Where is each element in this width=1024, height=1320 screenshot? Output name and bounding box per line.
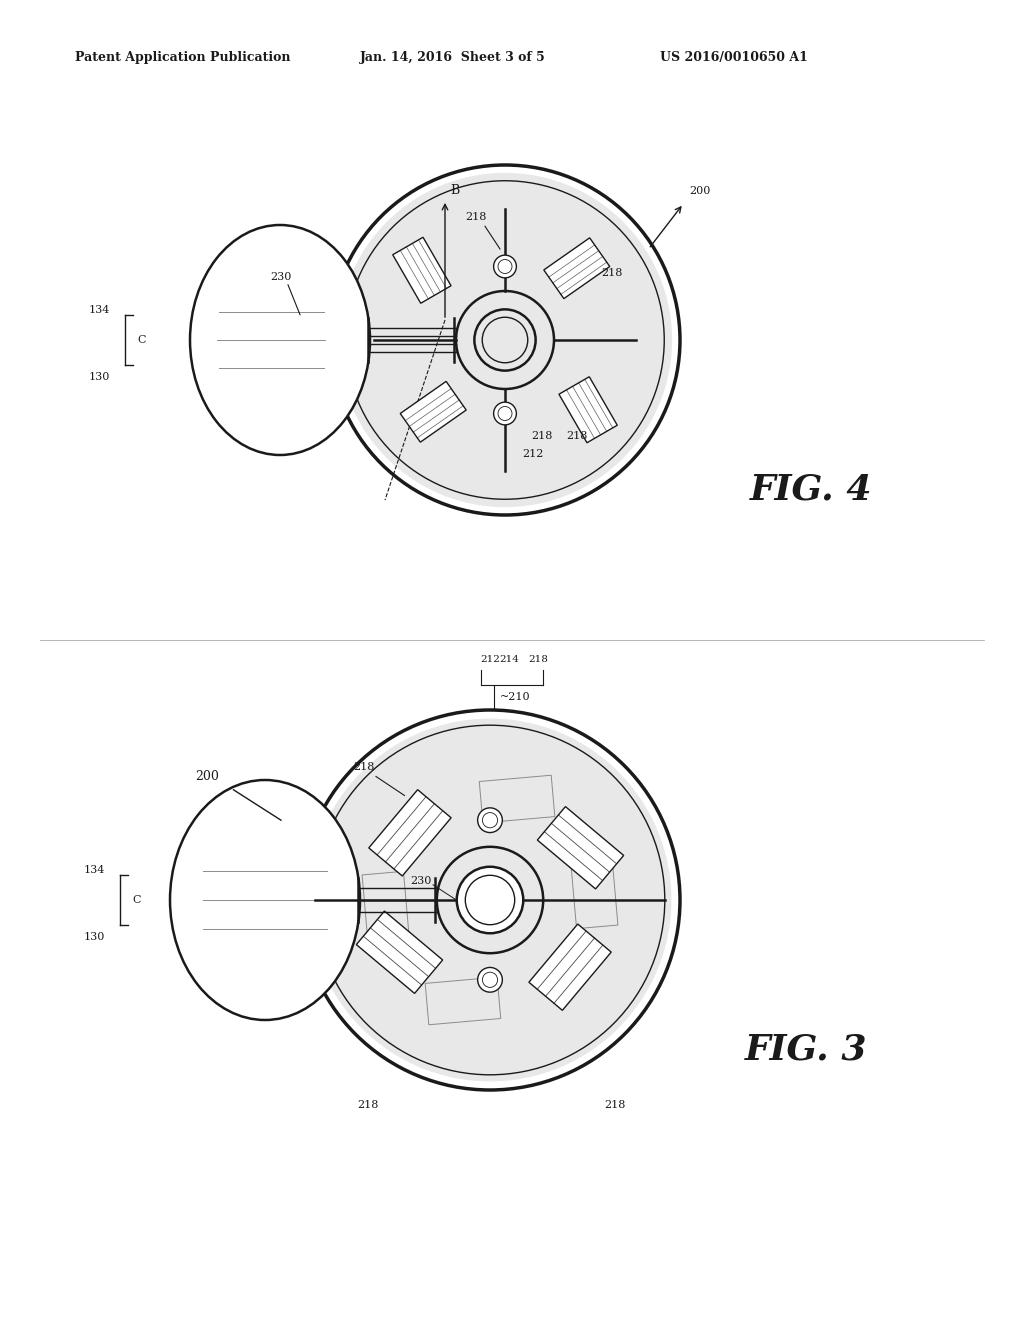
Ellipse shape	[190, 224, 370, 455]
Text: 218: 218	[465, 213, 486, 223]
Text: 218: 218	[528, 656, 548, 664]
Circle shape	[477, 808, 503, 833]
Polygon shape	[544, 238, 609, 298]
Polygon shape	[369, 789, 452, 876]
Text: 218: 218	[601, 268, 623, 279]
Text: 134: 134	[84, 865, 105, 875]
Text: Jan. 14, 2016  Sheet 3 of 5: Jan. 14, 2016 Sheet 3 of 5	[360, 51, 546, 65]
Text: C: C	[132, 895, 140, 906]
Text: 134: 134	[89, 305, 110, 315]
Ellipse shape	[170, 780, 360, 1020]
Text: C: C	[137, 335, 145, 345]
Polygon shape	[356, 911, 442, 994]
Text: 218: 218	[531, 432, 553, 441]
Text: Patent Application Publication: Patent Application Publication	[75, 51, 291, 65]
Text: 200: 200	[196, 770, 219, 783]
Text: FIG. 4: FIG. 4	[750, 473, 872, 507]
Text: 212: 212	[522, 449, 544, 459]
Polygon shape	[538, 807, 624, 888]
Text: FIG. 3: FIG. 3	[745, 1034, 867, 1067]
Text: 230: 230	[411, 876, 431, 886]
Text: 218: 218	[566, 432, 588, 441]
Text: B: B	[450, 183, 459, 197]
Polygon shape	[559, 376, 617, 442]
Polygon shape	[400, 381, 466, 442]
Text: 130: 130	[89, 372, 110, 381]
Circle shape	[494, 403, 516, 425]
Polygon shape	[393, 238, 451, 304]
Circle shape	[494, 255, 516, 279]
Text: 214: 214	[500, 656, 519, 664]
Polygon shape	[528, 924, 611, 1010]
Circle shape	[308, 718, 672, 1081]
Text: 218: 218	[604, 1100, 626, 1110]
Text: 200: 200	[689, 186, 710, 197]
Circle shape	[338, 173, 672, 507]
Text: 130: 130	[84, 932, 105, 942]
Circle shape	[457, 867, 523, 933]
Text: US 2016/0010650 A1: US 2016/0010650 A1	[660, 51, 808, 65]
Text: 218: 218	[357, 1100, 379, 1110]
Text: 212: 212	[480, 656, 501, 664]
Text: 218: 218	[353, 762, 375, 772]
Text: ~210: ~210	[500, 692, 530, 702]
Text: 230: 230	[270, 272, 292, 281]
Circle shape	[477, 968, 503, 993]
